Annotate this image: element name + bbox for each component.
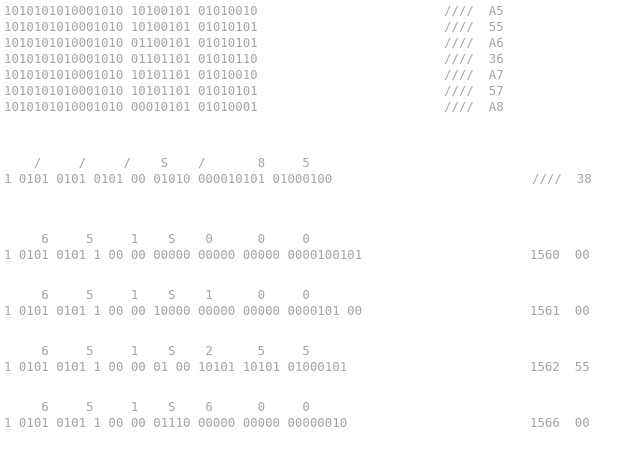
data-row-top: 6 5 1 S 0 0 0 (4, 231, 310, 246)
header-row-3-code: //// A6 (444, 35, 504, 50)
separator-row-code: //// 38 (532, 171, 592, 186)
header-row-6-code: //// 57 (444, 83, 504, 98)
header-row-5-code: //// A7 (444, 67, 504, 82)
header-row-6: 1010101010001010 10101101 01010101 (4, 83, 258, 98)
data-row-value: 1562 55 (530, 359, 590, 374)
data-row-top: 6 5 1 S 6 0 0 (4, 399, 310, 414)
header-row-5: 1010101010001010 10101101 01010010 (4, 67, 258, 82)
data-row-top: 6 5 1 S 2 5 5 (4, 343, 310, 358)
header-row-7-code: //// A8 (444, 99, 504, 114)
data-row-bottom: 1 0101 0101 1 00 00 01 00 10101 10101 01… (4, 359, 348, 374)
data-row-value: 1560 00 (530, 247, 590, 262)
header-row-1: 1010101010001010 10100101 01010010 (4, 3, 258, 18)
data-row-bottom: 1 0101 0101 1 00 00 00000 00000 00000 00… (4, 247, 363, 262)
header-row-4-code: //// 36 (444, 51, 504, 66)
data-row-bottom: 1 0101 0101 1 00 00 01110 00000 00000 00… (4, 415, 348, 430)
separator-row-bottom: 1 0101 0101 0101 00 01010 000010101 0100… (4, 171, 333, 186)
data-row-value: 1566 00 (530, 415, 590, 430)
data-row-value: 1561 00 (530, 303, 590, 318)
header-row-3: 1010101010001010 01100101 01010101 (4, 35, 258, 50)
header-row-2: 1010101010001010 10100101 01010101 (4, 19, 258, 34)
data-row-bottom: 1 0101 0101 1 00 00 10000 00000 00000 00… (4, 303, 363, 318)
data-row-top: 6 5 1 S 1 0 0 (4, 287, 310, 302)
separator-row-top: / / / S / 8 5 (4, 155, 310, 170)
header-row-7: 1010101010001010 00010101 01010001 (4, 99, 258, 114)
header-row-1-code: //// A5 (444, 3, 504, 18)
header-row-4: 1010101010001010 01101101 01010110 (4, 51, 258, 66)
header-row-2-code: //// 55 (444, 19, 504, 34)
